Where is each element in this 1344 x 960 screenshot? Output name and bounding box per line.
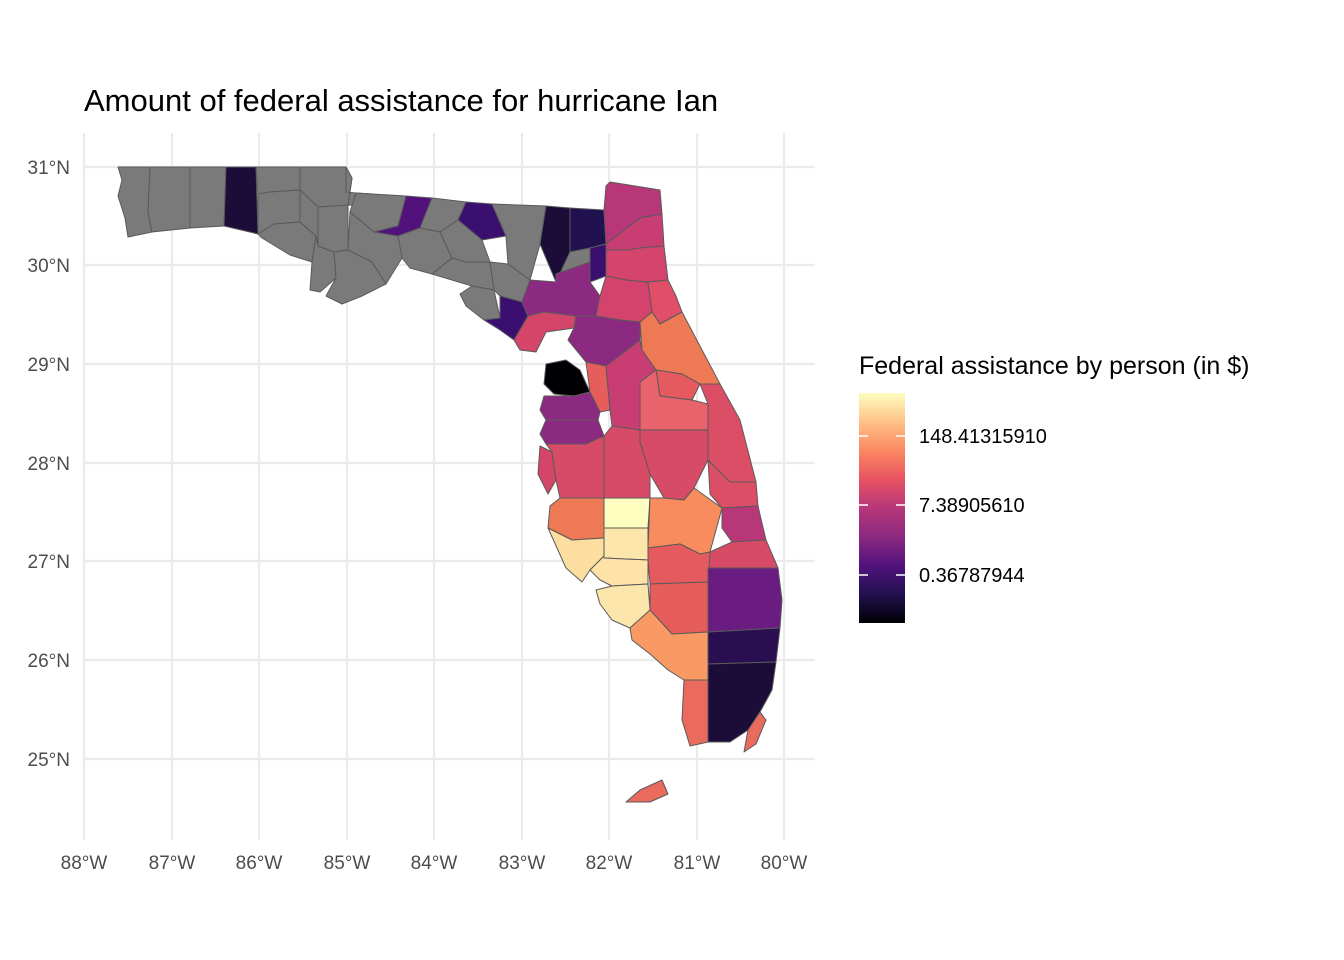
county-monroe-lower-keys[interactable]: [625, 779, 669, 803]
x-tick-label: 86°W: [236, 853, 283, 874]
x-tick-label: 83°W: [499, 853, 546, 874]
x-tick-label: 82°W: [586, 853, 633, 874]
county-hillsborough[interactable]: [545, 435, 605, 499]
county-sumter[interactable]: [585, 361, 611, 413]
county-miami-dade[interactable]: [707, 661, 777, 743]
county-walton[interactable]: [223, 166, 259, 235]
county-monroe-keys[interactable]: [743, 711, 767, 753]
county-hardee[interactable]: [603, 497, 651, 529]
y-axis: 25°N 26°N 27°N 28°N 29°N 30°N 31°N: [28, 158, 70, 771]
chart-title: Amount of federal assistance for hurrica…: [84, 83, 718, 118]
legend-label: 0.36787944: [919, 565, 1025, 587]
county-desoto[interactable]: [603, 527, 649, 561]
county-monroe-mainland[interactable]: [681, 679, 709, 747]
counties: [117, 166, 783, 803]
county-okaloosa[interactable]: [189, 166, 227, 229]
county-santa-rosa[interactable]: [147, 166, 191, 233]
county-st-johns[interactable]: [605, 245, 669, 283]
x-tick-label: 87°W: [149, 853, 196, 874]
county-martin[interactable]: [707, 539, 779, 569]
county-clay[interactable]: [589, 243, 607, 283]
county-hamilton[interactable]: [457, 201, 507, 241]
county-hernando-pasco[interactable]: [539, 391, 601, 421]
x-tick-label: 84°W: [411, 853, 458, 874]
x-tick-label: 81°W: [674, 853, 721, 874]
y-tick-label: 27°N: [28, 552, 70, 573]
county-dixie[interactable]: [459, 285, 501, 321]
x-tick-label: 80°W: [761, 853, 808, 874]
y-tick-label: 29°N: [28, 355, 70, 376]
x-tick-label: 85°W: [324, 853, 371, 874]
county-liberty[interactable]: [317, 204, 349, 253]
county-charlotte[interactable]: [589, 555, 649, 587]
legend-label: 7.38905610: [919, 495, 1025, 517]
y-tick-label: 25°N: [28, 750, 70, 771]
legend-title: Federal assistance by person (in $): [859, 352, 1249, 380]
county-broward[interactable]: [707, 627, 781, 665]
y-tick-label: 28°N: [28, 454, 70, 475]
county-citrus[interactable]: [543, 359, 591, 397]
legend-colorbar: [859, 393, 905, 623]
x-tick-label: 88°W: [61, 853, 108, 874]
county-palm-beach[interactable]: [707, 567, 783, 633]
county-escambia[interactable]: [117, 166, 153, 238]
y-tick-label: 31°N: [28, 158, 70, 179]
y-tick-label: 26°N: [28, 651, 70, 672]
county-putnam[interactable]: [595, 275, 653, 323]
y-tick-label: 30°N: [28, 256, 70, 277]
x-axis: 88°W 87°W 86°W 85°W 84°W 83°W 82°W 81°W …: [61, 853, 808, 874]
legend-label: 148.41315910: [919, 426, 1047, 448]
county-pinellas[interactable]: [537, 445, 557, 495]
legend: Federal assistance by person (in $) 148.…: [859, 352, 1249, 623]
county-st-lucie[interactable]: [721, 505, 767, 543]
